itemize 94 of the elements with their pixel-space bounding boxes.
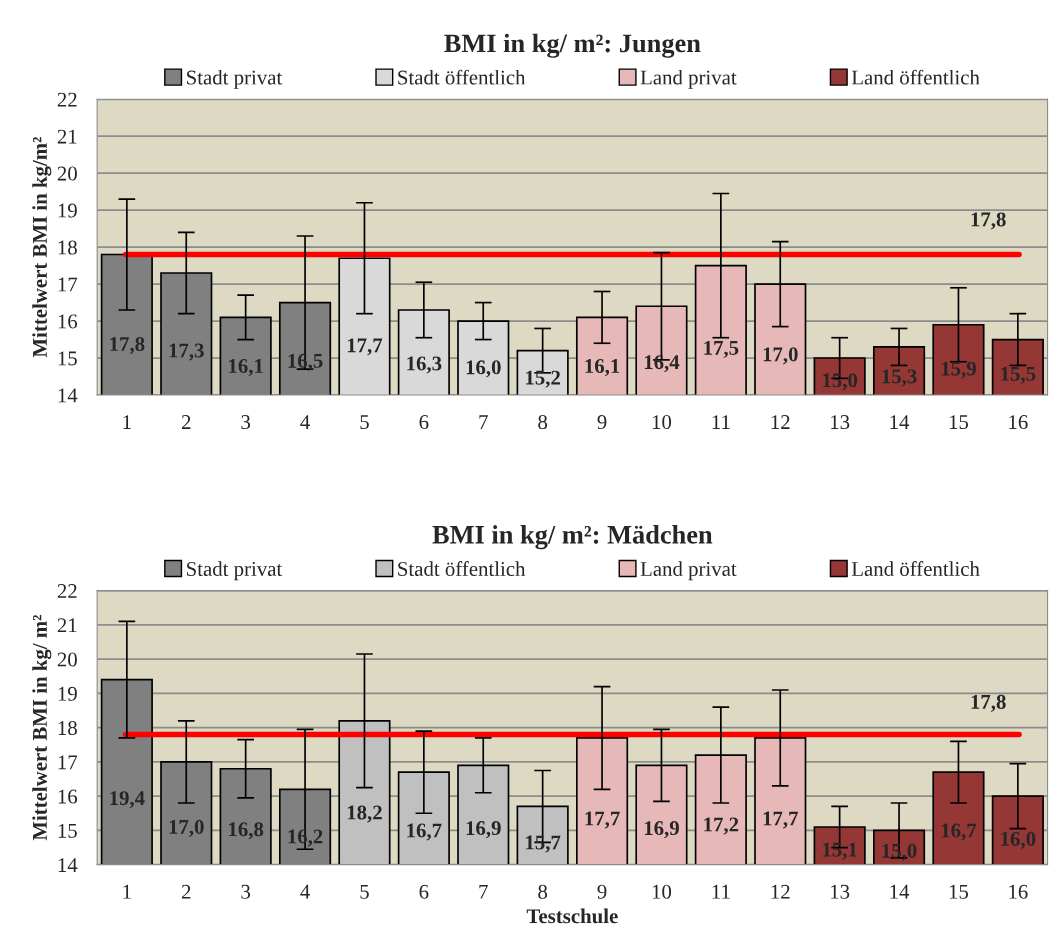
data-label: 17,0	[169, 819, 204, 837]
legend-label: Stadt öffentlich	[398, 561, 526, 576]
y-tick-label: 14	[58, 858, 78, 872]
data-label: 19,4	[110, 791, 145, 809]
data-label: 17,8	[110, 336, 145, 355]
x-tick-label: 10	[652, 884, 672, 899]
data-label: 16,0	[1001, 831, 1036, 849]
data-label: 16,7	[407, 823, 442, 841]
data-label: 17,7	[585, 811, 620, 829]
data-label: 18,2	[347, 805, 382, 823]
y-axis-title: Mittelwert BMI in kg/ m²	[32, 615, 52, 841]
data-label: 17,5	[704, 340, 739, 358]
data-label: 15,3	[882, 369, 917, 387]
legend-label: Land privat	[640, 561, 737, 581]
x-tick-label: 8	[538, 415, 548, 430]
x-tick-label: 9	[597, 415, 607, 430]
y-tick-label: 19	[58, 203, 77, 218]
x-tick-label: 1	[123, 415, 131, 429]
x-tick-label: 7	[479, 415, 488, 429]
data-label: 16,0	[466, 360, 501, 378]
data-label: 17,7	[347, 338, 383, 356]
legend-label: Stadt privat	[187, 69, 283, 89]
y-tick-label: 16	[58, 789, 78, 804]
y-axis-title: Mittelwert BMI in kg/m²	[32, 137, 52, 358]
x-tick-label: 4	[300, 884, 310, 899]
x-tick-label: 3	[241, 884, 251, 899]
y-tick-label: 15	[58, 823, 77, 838]
y-tick-label: 17	[58, 277, 78, 292]
data-label: 16,9	[466, 821, 501, 839]
data-label: 17,3	[169, 343, 204, 361]
x-tick-label: 2	[181, 884, 191, 899]
y-tick-label: 21	[57, 129, 77, 144]
x-tick-label: 4	[300, 415, 310, 429]
data-label: 15,1	[823, 842, 857, 860]
data-label: 16,9	[644, 821, 679, 839]
y-tick-label: 22	[57, 584, 77, 598]
x-tick-label: 12	[771, 884, 790, 899]
ref-line-label: 17,8	[971, 212, 1006, 230]
data-label: 16,8	[229, 822, 264, 840]
y-tick-label: 17	[58, 755, 78, 770]
legend-label: Land privat	[640, 69, 737, 89]
y-tick-label: 16	[58, 314, 78, 329]
chart-title: BMI in kg/ m²: Jungen	[444, 33, 701, 58]
data-label: 17,7	[763, 811, 798, 829]
data-label: 16,1	[229, 359, 263, 377]
x-tick-label: 8	[538, 884, 548, 899]
x-axis-title: Testschule	[526, 908, 618, 924]
y-tick-label: 18	[58, 721, 77, 736]
x-tick-label: 1	[123, 884, 131, 899]
y-tick-label: 22	[57, 92, 77, 107]
y-tick-label: 14	[58, 388, 78, 403]
x-tick-label: 3	[241, 415, 251, 430]
x-tick-label: 7	[479, 884, 488, 899]
x-tick-label: 14	[890, 415, 910, 429]
x-tick-label: 5	[360, 884, 369, 899]
x-tick-label: 15	[949, 884, 969, 899]
legend-label: Land öffentlich	[851, 561, 980, 576]
x-tick-label: 2	[181, 415, 191, 429]
chart-title: BMI in kg/ m²: Mädchen	[432, 525, 713, 550]
data-label: 17,2	[704, 817, 739, 835]
x-tick-label: 12	[771, 415, 790, 429]
data-label: 17,0	[763, 347, 798, 365]
x-tick-label: 16	[1009, 884, 1028, 899]
y-tick-label: 19	[58, 686, 77, 701]
data-label: 15,2	[526, 370, 560, 388]
x-tick-label: 13	[831, 884, 850, 899]
data-label: 15,9	[941, 361, 976, 379]
x-tick-label: 10	[652, 415, 672, 430]
x-tick-label: 14	[890, 884, 910, 899]
x-tick-label: 16	[1009, 415, 1028, 430]
x-tick-label: 9	[597, 884, 607, 899]
legend-label: Stadt privat	[187, 561, 283, 581]
y-tick-label: 18	[58, 240, 77, 255]
legend-label: Stadt öffentlich	[398, 69, 526, 85]
data-label: 15,0	[823, 373, 858, 391]
y-tick-label: 15	[58, 351, 77, 366]
y-tick-label: 21	[57, 618, 77, 633]
x-tick-label: 11	[712, 415, 730, 429]
x-tick-label: 5	[360, 415, 369, 430]
ref-line-label: 17,8	[971, 694, 1006, 712]
data-label: 16,4	[644, 355, 680, 373]
data-label: 15,5	[1001, 366, 1036, 384]
x-tick-label: 11	[712, 884, 730, 899]
data-label: 16,7	[941, 823, 977, 841]
x-tick-label: 6	[419, 884, 429, 899]
legend-label: Land öffentlich	[851, 69, 980, 85]
x-tick-label: 6	[419, 415, 429, 430]
x-tick-label: 13	[831, 415, 850, 430]
data-label: 16,3	[407, 356, 442, 374]
data-label: 15,7	[526, 835, 561, 853]
x-tick-label: 15	[949, 415, 969, 430]
data-label: 16,1	[585, 359, 620, 377]
y-tick-label: 20	[57, 652, 77, 667]
y-tick-label: 20	[57, 166, 77, 181]
